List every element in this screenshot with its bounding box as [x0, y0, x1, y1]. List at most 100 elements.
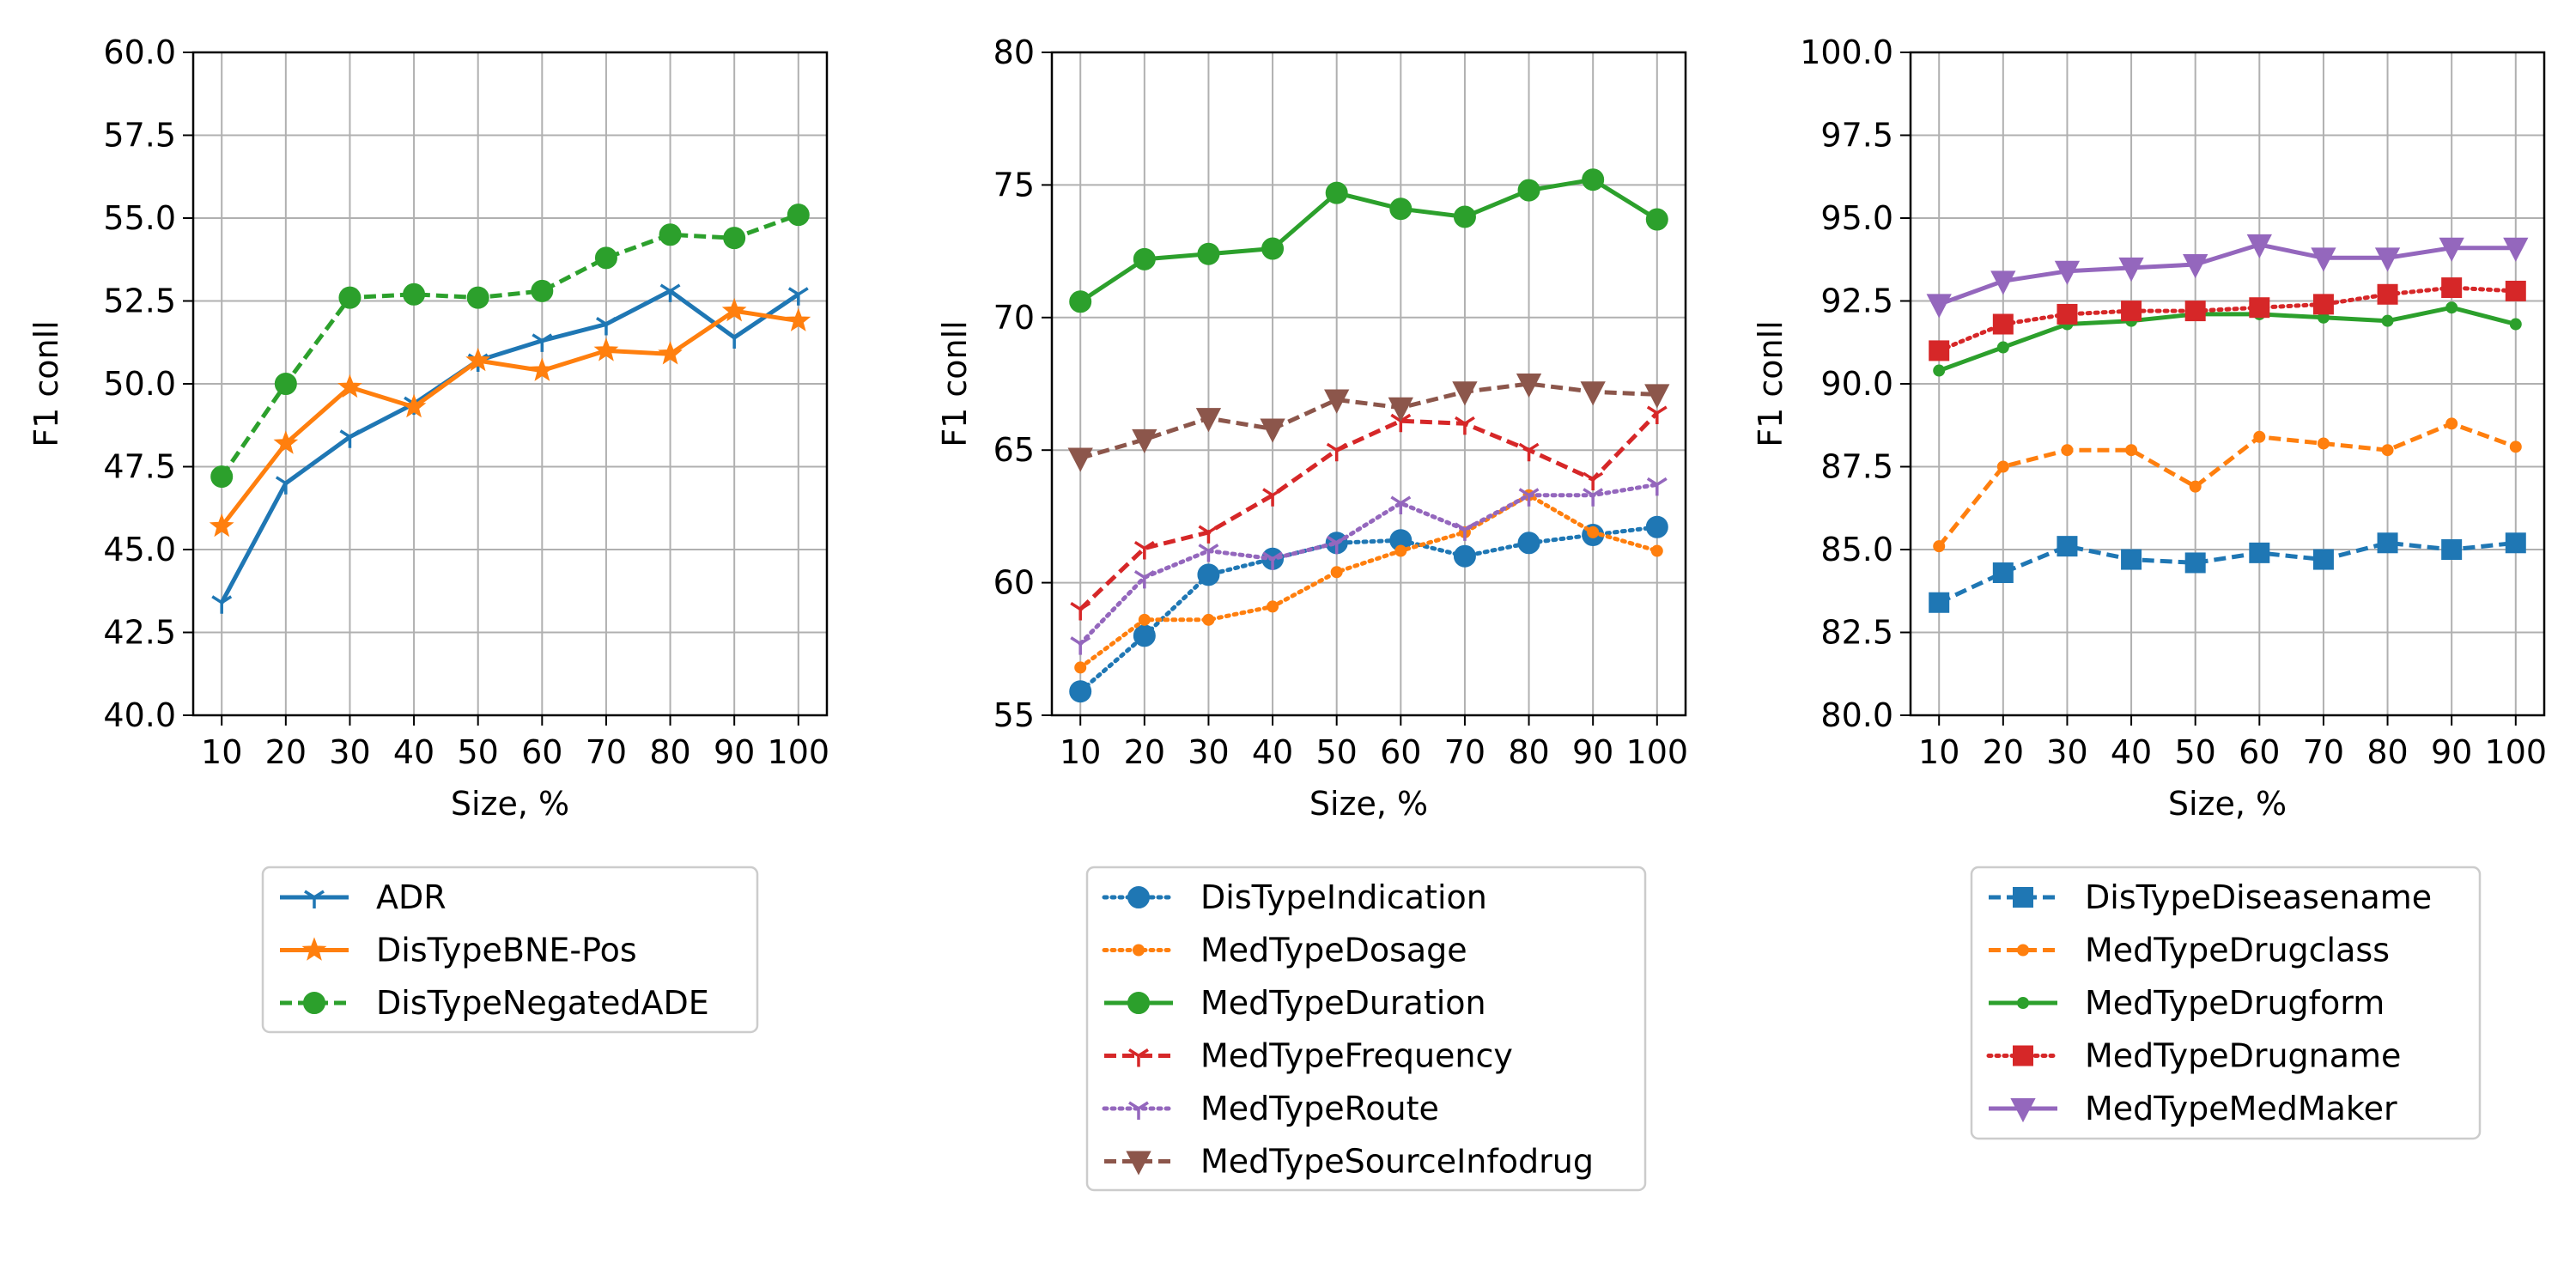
legend-item: MedTypeDrugform	[1989, 984, 2385, 1022]
legend-item: MedTypeSourceInfodrug	[1104, 1143, 1594, 1181]
data-point	[1390, 413, 1412, 433]
y-tick-label: 50.0	[103, 365, 176, 403]
legend-marker	[1133, 944, 1145, 957]
x-tick-label: 90	[714, 733, 755, 771]
y-tick-label: 100.0	[1800, 33, 1893, 71]
data-point	[2184, 552, 2206, 574]
legend-label: MedTypeSourceInfodrug	[1200, 1143, 1594, 1181]
data-point	[595, 317, 617, 336]
data-point	[2312, 294, 2334, 315]
y-tick-label: 80.0	[1820, 696, 1893, 734]
legend-item: MedTypeDrugname	[1986, 1037, 2401, 1075]
data-point	[2125, 444, 2138, 457]
legend-item: ADR	[280, 878, 447, 916]
data-point	[1645, 208, 1668, 231]
data-point	[337, 374, 362, 398]
chart-panel-3: 10 20 30 40 50 60 70 80 90 100 80.0 82.5 85.0 87.5 90.…	[1752, 33, 2547, 1140]
data-point	[1132, 428, 1157, 454]
y-tick-label: 52.5	[103, 283, 176, 320]
data-point	[209, 513, 234, 538]
data-point	[211, 595, 233, 614]
data-point	[1517, 179, 1540, 202]
data-point	[1070, 636, 1091, 655]
data-point	[1454, 522, 1475, 541]
x-tick-label: 90	[1572, 733, 1613, 771]
data-point	[1394, 544, 1407, 557]
data-point	[2189, 480, 2202, 493]
series-line	[1078, 482, 1660, 647]
legend-marker	[1127, 992, 1150, 1014]
x-tick-label: 30	[2046, 733, 2087, 771]
data-point	[1195, 408, 1222, 433]
legend-marker	[1128, 1048, 1149, 1067]
data-point	[1926, 294, 1952, 319]
series-4	[1929, 277, 2526, 361]
data-point	[723, 227, 746, 250]
data-point	[2381, 314, 2394, 327]
series-2	[1074, 489, 1663, 674]
data-point	[1650, 544, 1663, 557]
data-point	[1197, 563, 1220, 586]
x-tick-label: 80	[649, 733, 690, 771]
x-tick-label: 10	[1060, 733, 1101, 771]
data-point	[1990, 270, 2016, 295]
data-point	[1069, 290, 1092, 313]
data-point	[531, 279, 554, 302]
y-tick-label: 82.5	[1820, 614, 1893, 652]
data-point	[1933, 364, 1946, 377]
y-axis-label: F1 conll	[1752, 320, 1789, 447]
data-point	[1646, 477, 1668, 496]
data-point	[1518, 488, 1540, 507]
y-tick-label: 55	[993, 696, 1035, 734]
data-point	[2183, 254, 2208, 279]
data-point	[2377, 532, 2398, 554]
data-point	[1197, 242, 1220, 265]
data-point	[2505, 532, 2526, 554]
data-point	[1260, 418, 1285, 443]
data-point	[786, 307, 811, 331]
axes-frame	[1050, 51, 1687, 717]
data-point	[529, 357, 555, 381]
data-point	[1267, 600, 1279, 613]
legend-marker	[2010, 1098, 2036, 1123]
data-point	[2439, 237, 2464, 262]
data-point	[274, 373, 297, 395]
data-point	[403, 283, 426, 306]
legend-label: MedTypeDrugclass	[2085, 932, 2390, 969]
x-tick-label: 90	[2431, 733, 2472, 771]
data-point	[2057, 303, 2078, 325]
data-point	[2249, 542, 2270, 563]
legend-label: MedTypeFrequency	[1200, 1037, 1513, 1075]
legend-label: MedTypeDrugname	[2085, 1037, 2401, 1075]
legend-frame	[1085, 866, 1647, 1192]
data-point	[1133, 624, 1156, 647]
grid	[1911, 52, 2544, 716]
y-tick-label: 47.5	[103, 448, 176, 486]
data-point	[1133, 540, 1155, 560]
data-point	[2311, 247, 2336, 272]
data-point	[1453, 544, 1476, 568]
x-tick-label: 50	[1316, 733, 1358, 771]
legend: ADR DisTypeBNE-Pos DisTypeNegatedADE	[261, 866, 759, 1034]
data-point	[1580, 381, 1606, 406]
series-1	[211, 283, 809, 614]
y-tick-label: 60	[993, 564, 1035, 602]
data-point	[1453, 205, 1476, 228]
data-point	[338, 286, 361, 309]
data-point	[2184, 301, 2206, 322]
y-tick-label: 45.0	[103, 531, 176, 568]
legend-label: ADR	[376, 878, 447, 916]
x-tick-label: 40	[2111, 733, 2152, 771]
x-tick-label: 20	[1124, 733, 1165, 771]
series-1	[1929, 532, 2526, 613]
y-tick-label: 90.0	[1820, 365, 1893, 403]
data-point	[210, 465, 234, 489]
data-point	[339, 429, 361, 448]
data-point	[1133, 569, 1155, 589]
series-4	[1070, 405, 1668, 621]
data-point	[593, 337, 619, 361]
data-point	[2441, 277, 2463, 299]
x-tick-label: 100	[1626, 733, 1689, 771]
data-point	[2441, 539, 2463, 560]
legend-label: DisTypeBNE-Pos	[376, 932, 637, 969]
